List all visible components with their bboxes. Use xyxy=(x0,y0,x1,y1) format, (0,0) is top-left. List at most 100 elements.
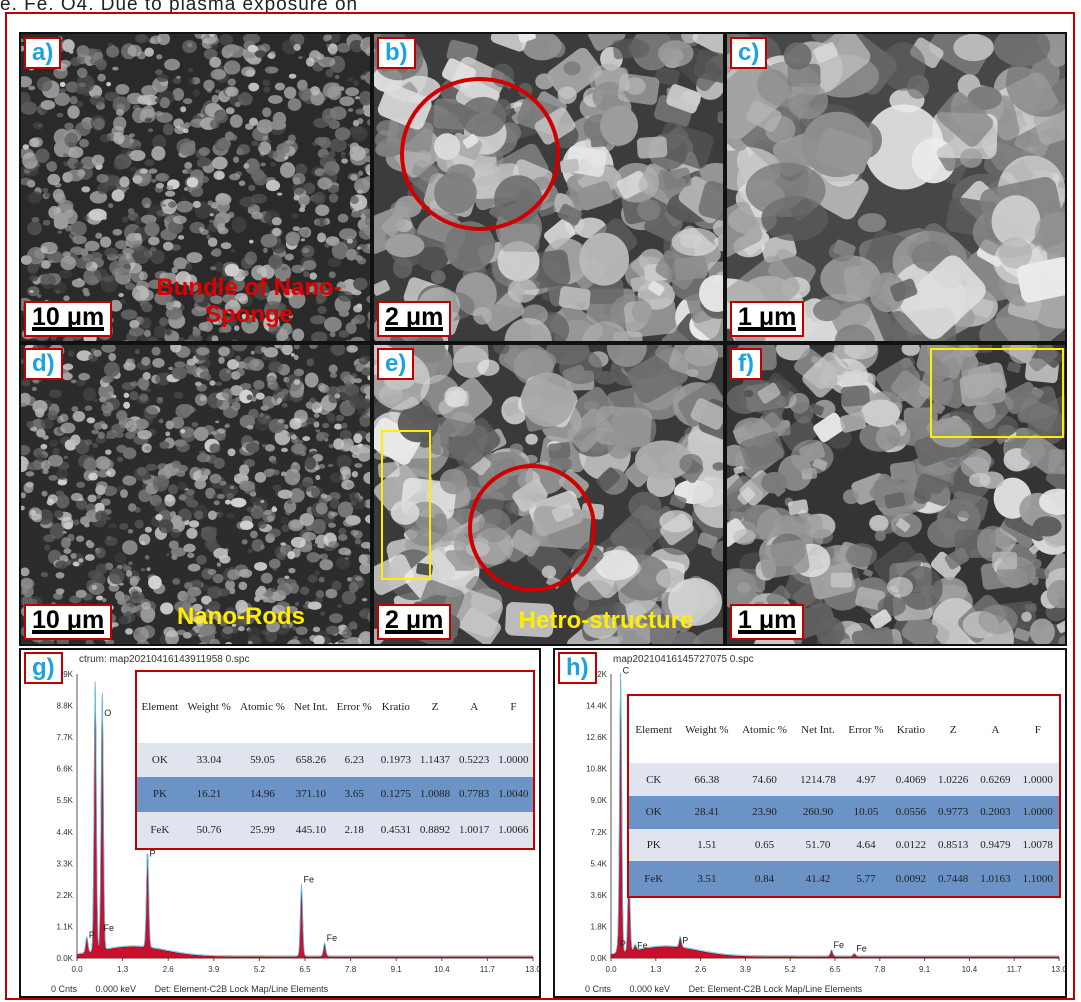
table-cell: 0.0556 xyxy=(889,795,933,829)
peak-label: Fe xyxy=(104,923,115,933)
table-cell: 1214.78 xyxy=(800,773,836,786)
highlight-circle xyxy=(400,77,560,231)
eds-spectrum-g: ctrum: map20210416143911958 0.spc 0.0K 1.… xyxy=(19,648,541,998)
panel-label: c) xyxy=(730,37,768,69)
x-tick-label: 10.4 xyxy=(434,965,450,974)
eds-spectrum-h: map20210416145727075 0.spc 0.0K 1.8K 3.6K 5… xyxy=(553,648,1067,998)
x-tick-label: 11.7 xyxy=(480,965,496,974)
table-cell: 25.99 xyxy=(250,823,275,836)
column-header: Kratio xyxy=(376,671,416,743)
sem-micrograph-d xyxy=(21,345,370,644)
scale-bar-label: 2 μm xyxy=(385,303,444,331)
x-tick-label: 1.3 xyxy=(117,965,129,974)
figure-frame: a) Bundle of Nano-Sponge 10 μm b) 2 μm c… xyxy=(5,12,1075,1000)
sem-panel-b: b) 2 μm xyxy=(372,32,725,343)
panel-label: e) xyxy=(377,348,415,380)
scale-bar-label: 2 μm xyxy=(385,606,444,634)
peak-label: Fe xyxy=(327,933,338,943)
table-row: OK 28.41 23.90 260.90 10.05 0.0556 0.9773 0.200… xyxy=(628,795,1060,829)
scale-bar-line xyxy=(738,630,797,634)
table-cell: 0.7448 xyxy=(932,861,975,897)
sem-micrograph-c xyxy=(727,34,1065,341)
table-cell: 16.21 xyxy=(182,777,236,812)
table-cell: 0.8513 xyxy=(938,839,969,852)
y-tick-label: 4.4K xyxy=(57,828,74,837)
scale-bar-line xyxy=(32,327,105,331)
column-header: F xyxy=(493,671,534,743)
x-tick-label: 3.9 xyxy=(740,965,752,974)
table-cell: 41.42 xyxy=(793,861,843,897)
table-cell: 1.51 xyxy=(697,839,717,852)
panel-label: a) xyxy=(24,37,62,69)
spectrum-fill xyxy=(610,673,1060,959)
panel-label: f) xyxy=(730,348,762,380)
table-cell: 1.1437 xyxy=(419,753,451,766)
column-header: Error % xyxy=(332,671,377,743)
peak-label: Fe xyxy=(303,874,314,884)
scale-bar: 10 μm xyxy=(24,301,113,337)
y-tick-label: 10.8K xyxy=(586,765,608,774)
peak-label: Fe xyxy=(637,941,648,951)
table-cell: 1.0078 xyxy=(1022,839,1053,852)
table-cell: 1.0000 xyxy=(498,753,529,766)
y-tick-label: 16.2K xyxy=(586,670,608,679)
column-header: F xyxy=(1016,695,1060,764)
table-row: FeK 50.76 25.99 445.10 2.18 0.4531 0.8892 1.001… xyxy=(136,812,534,849)
x-tick-label: 0.0 xyxy=(605,965,617,974)
x-tick-label: 10.4 xyxy=(962,965,978,974)
x-tick-label: 5.2 xyxy=(785,965,797,974)
y-tick-label: 1.8K xyxy=(591,922,608,931)
table-cell: 4.64 xyxy=(856,839,876,852)
table-cell: 1.0088 xyxy=(415,777,455,812)
table-row: FeK 3.51 0.84 41.42 5.77 0.0092 0.7448 1.0163 1.… xyxy=(628,861,1060,897)
table-cell: 371.10 xyxy=(289,777,333,812)
table-cell: 5.77 xyxy=(842,861,890,897)
x-tick-label: 5.2 xyxy=(254,965,266,974)
table-cell: 33.04 xyxy=(196,753,222,766)
table-cell: 0.1973 xyxy=(380,753,411,766)
table-cell: 1.0017 xyxy=(459,823,490,836)
y-tick-label: 2.2K xyxy=(57,891,74,900)
x-tick-label: 6.5 xyxy=(299,965,311,974)
table-cell: 0.2003 xyxy=(974,795,1017,829)
table-cell: 1.0000 xyxy=(1016,795,1060,829)
peak-label: Fe xyxy=(834,940,845,950)
footer-detector: Det: Element-C2B Lock Map/Line Elements xyxy=(154,984,329,994)
x-tick-label: 0.0 xyxy=(71,965,83,974)
x-tick-label: 1.3 xyxy=(650,965,662,974)
table-cell: 0.4531 xyxy=(380,823,411,836)
sem-panel-a: a) Bundle of Nano-Sponge 10 μm xyxy=(19,32,372,343)
x-tick-label: 2.6 xyxy=(695,965,707,974)
scale-bar-line xyxy=(738,327,797,331)
table-cell: 0.0122 xyxy=(895,839,927,852)
scale-bar: 2 μm xyxy=(377,604,452,640)
column-header: Weight % xyxy=(678,695,736,764)
column-header: Element xyxy=(628,695,679,764)
y-tick-label: 0.0K xyxy=(591,954,608,963)
table-cell: OK xyxy=(151,753,168,766)
y-tick-label: 3.3K xyxy=(57,859,74,868)
scale-bar: 2 μm xyxy=(377,301,452,337)
table-header-row: Element Weight % Atomic % Net Int. Error % Kr… xyxy=(136,671,534,743)
column-header: Net Int. xyxy=(289,671,333,743)
table-cell: 1.0163 xyxy=(974,861,1017,897)
table-cell: 0.4069 xyxy=(895,773,927,786)
table-cell: 1.0066 xyxy=(498,823,529,836)
spectrum-outline xyxy=(611,672,1059,957)
sem-panel-d: d) Nano-Rods 10 μm xyxy=(19,343,372,646)
column-header: Weight % xyxy=(182,671,236,743)
y-tick-label: 5.5K xyxy=(57,796,74,805)
quant-results-table: Element Weight % Atomic % Net Int. Error % Kr… xyxy=(135,670,535,850)
x-tick-label: 13.0 xyxy=(525,965,541,974)
y-tick-label: 0.0K xyxy=(57,954,74,963)
panel-annotation: Nano-Rods xyxy=(177,603,305,630)
x-tick-label: 9.1 xyxy=(391,965,403,974)
y-tick-label: 7.2K xyxy=(591,828,608,837)
table-cell: 0.1275 xyxy=(376,777,416,812)
table-cell: 0.0092 xyxy=(889,861,933,897)
table-cell: 445.10 xyxy=(295,823,326,836)
y-tick-label: 6.6K xyxy=(57,765,74,774)
eds-chart-g: 0.0K 1.1K 2.2K 3.3K 4.4K 5.5K 6.6K 7.7K 8.8K 9.9K… xyxy=(57,670,541,974)
table-cell: 1.0226 xyxy=(938,773,969,786)
table-cell: 74.60 xyxy=(752,773,777,786)
